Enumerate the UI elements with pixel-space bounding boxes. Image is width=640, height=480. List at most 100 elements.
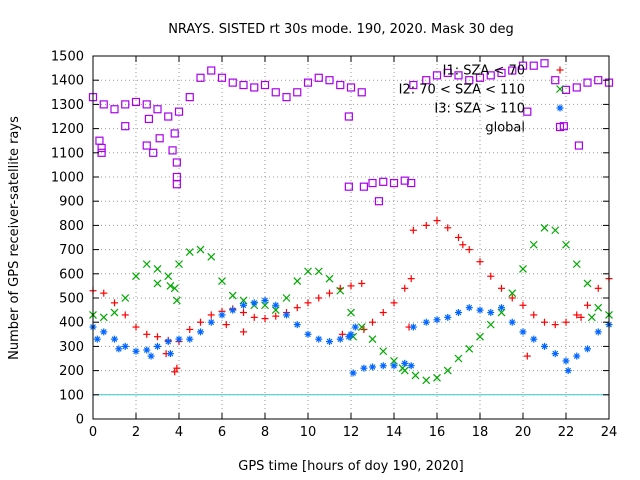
data-point <box>360 364 368 372</box>
data-point <box>407 275 415 283</box>
data-point <box>433 373 441 382</box>
data-point <box>228 78 237 87</box>
data-point <box>465 246 473 254</box>
data-point <box>293 321 301 329</box>
data-point <box>95 136 104 145</box>
data-point <box>175 260 183 269</box>
x-tick-label: 2 <box>132 425 140 440</box>
x-tick-label: 6 <box>218 425 226 440</box>
data-point <box>110 308 119 317</box>
data-point <box>573 311 581 319</box>
data-point <box>260 80 270 90</box>
data-point <box>432 71 442 80</box>
data-point <box>562 357 570 365</box>
data-point <box>476 258 484 266</box>
y-axis-label: Number of GPS receiver-satellite rays <box>7 116 22 360</box>
data-point <box>207 66 216 75</box>
data-point <box>368 178 377 188</box>
data-point <box>379 177 388 186</box>
data-point <box>508 318 516 326</box>
x-tick-label: 18 <box>472 425 489 440</box>
data-point <box>359 182 368 191</box>
data-point <box>443 68 452 78</box>
data-point <box>207 252 216 261</box>
data-point <box>455 309 462 317</box>
data-point <box>541 318 548 326</box>
series-1 <box>89 223 613 385</box>
y-tick-label: 1200 <box>51 122 84 137</box>
data-point <box>407 362 415 370</box>
y-tick-label: 1000 <box>51 171 84 186</box>
data-point <box>228 291 237 300</box>
data-point <box>111 299 118 307</box>
data-point <box>293 277 302 285</box>
data-point <box>540 223 549 232</box>
data-point <box>164 112 173 121</box>
legend-label: I3: SZA > 110 <box>434 102 525 117</box>
data-point <box>572 260 581 269</box>
data-point <box>401 284 409 292</box>
data-point <box>336 80 345 90</box>
data-point <box>272 301 280 309</box>
data-point <box>349 369 357 377</box>
data-point <box>144 114 153 124</box>
data-point <box>465 76 474 85</box>
data-point <box>168 146 177 155</box>
data-point <box>530 311 538 319</box>
data-point <box>433 217 441 225</box>
data-point <box>229 306 237 314</box>
data-point <box>486 71 495 80</box>
data-point <box>326 338 333 346</box>
data-point <box>551 321 559 329</box>
data-point <box>185 93 194 102</box>
data-point <box>374 197 384 206</box>
x-tick-label: 0 <box>89 425 97 440</box>
legend-marker <box>556 85 564 93</box>
x-axis-ticks: 0 2 4 6 8 10 12 14 16 18 20 22 24 <box>89 56 617 440</box>
y-tick-label: 1100 <box>51 146 84 161</box>
data-point <box>594 76 603 85</box>
data-point <box>121 122 130 131</box>
y-tick-label: 400 <box>59 316 84 331</box>
legend-marker <box>555 122 565 132</box>
data-point <box>369 318 376 326</box>
data-point <box>173 364 181 372</box>
data-point <box>170 284 179 293</box>
data-point <box>171 368 179 376</box>
data-point <box>217 73 227 82</box>
data-point <box>530 335 538 343</box>
data-points <box>88 59 614 385</box>
legend-marker <box>556 66 564 74</box>
data-point <box>143 330 151 338</box>
y-tick-label: 1500 <box>51 50 84 65</box>
data-point <box>551 76 560 85</box>
data-point <box>368 335 377 344</box>
data-point <box>529 240 538 249</box>
data-point <box>336 286 345 295</box>
data-point <box>389 178 399 188</box>
data-point <box>142 141 151 150</box>
data-point <box>121 311 129 319</box>
data-point <box>142 260 151 269</box>
grid <box>93 56 609 419</box>
data-point <box>250 313 258 321</box>
data-point <box>422 76 431 85</box>
data-point <box>325 76 334 85</box>
data-point <box>240 328 247 336</box>
data-point <box>529 61 538 70</box>
data-point <box>407 178 416 188</box>
data-point <box>486 320 495 329</box>
x-tick-label: 20 <box>515 425 532 440</box>
y-tick-label: 800 <box>59 219 84 234</box>
y-tick-label: 600 <box>59 267 84 282</box>
data-point <box>164 338 172 346</box>
data-point <box>465 344 474 353</box>
data-point <box>551 350 559 358</box>
data-point <box>444 313 452 321</box>
data-point <box>455 234 462 241</box>
data-point <box>409 80 418 90</box>
data-point <box>519 328 527 336</box>
data-point <box>186 325 194 333</box>
data-point <box>476 332 484 341</box>
y-tick-label: 0 <box>76 413 84 428</box>
